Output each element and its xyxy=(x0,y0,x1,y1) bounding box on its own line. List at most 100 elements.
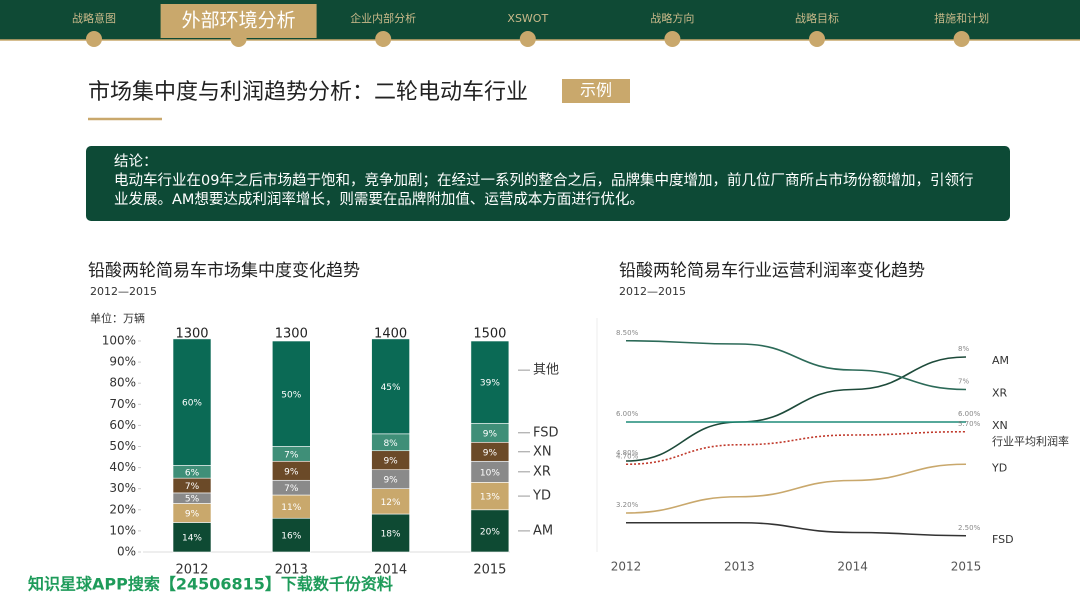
conclusion: 结论： 电动车行业在09年之后市场趋于饱和，竞争加剧；在经过一系列的整合之后，品… xyxy=(86,146,1010,221)
bar-total: 1300 xyxy=(275,327,308,342)
x-tick-label: 2015 xyxy=(951,560,982,574)
bar-value-label: 5% xyxy=(185,495,200,505)
legend-label: XN xyxy=(533,444,552,459)
y-tick-label: 60% xyxy=(109,418,136,432)
point-label: 6.00% xyxy=(958,410,981,418)
nav-item[interactable]: 措施和计划 xyxy=(934,11,989,25)
nav-item[interactable]: 战略目标 xyxy=(795,11,839,25)
nav-item-active[interactable]: 外部环境分析 xyxy=(182,10,296,32)
legend-label: FSD xyxy=(992,533,1014,546)
badge: 示例 xyxy=(580,81,612,100)
bar-segment xyxy=(470,340,510,424)
bar-value-label: 11% xyxy=(281,503,301,513)
y-tick-label: 0% xyxy=(117,545,136,559)
point-label: 7% xyxy=(958,378,969,386)
bar-value-label: 50% xyxy=(281,390,301,400)
y-tick-label: 80% xyxy=(109,376,136,390)
watermark: 知识星球APP搜索【24506815】下载数千份资料 xyxy=(28,575,393,594)
point-label: 4.80% xyxy=(616,449,639,457)
y-tick-label: 20% xyxy=(109,502,136,516)
bar-value-label: 9% xyxy=(284,467,299,477)
legend-label: XR xyxy=(533,464,551,479)
bar-segment xyxy=(371,338,410,435)
bar-value-label: 14% xyxy=(182,534,202,544)
nav-dot xyxy=(375,31,392,47)
bar-value-label: 9% xyxy=(383,476,398,486)
y-tick-label: 90% xyxy=(109,355,136,369)
chart-title: 铅酸两轮简易车市场集中度变化趋势 xyxy=(88,261,360,281)
point-label: 4.70% xyxy=(616,452,639,460)
point-label: 8.50% xyxy=(616,329,639,337)
legend-label: XR xyxy=(992,387,1008,400)
bar-value-label: 60% xyxy=(182,399,202,409)
chart-subtitle: 2012—2015 xyxy=(619,285,686,298)
y-tick-label: 70% xyxy=(109,397,136,411)
bar-segment xyxy=(371,513,410,553)
chart-title: 铅酸两轮简易车行业运营利润率变化趋势 xyxy=(619,261,925,281)
conclusion-label: 结论： xyxy=(114,154,158,170)
conclusion-text: 电动车行业在09年之后市场趋于饱和，竞争加剧；在经过一系列的整合之后，品牌集中度… xyxy=(114,173,974,208)
bar-value-label: 13% xyxy=(480,493,500,503)
legend-label: AM xyxy=(992,354,1009,367)
y-tick-label: 40% xyxy=(109,460,136,474)
series-line xyxy=(626,521,967,537)
series-line xyxy=(625,463,967,514)
y-tick-label: 30% xyxy=(109,481,136,495)
series-line xyxy=(625,339,967,391)
nav-item[interactable]: 战略意图 xyxy=(72,11,116,25)
nav-dot xyxy=(519,31,536,47)
bar-value-label: 9% xyxy=(483,429,498,439)
point-label: 2.50% xyxy=(958,524,981,532)
bar-value-label: 6% xyxy=(185,468,200,478)
series-line xyxy=(625,430,967,466)
legend-label: FSD xyxy=(533,425,559,440)
bar-segment xyxy=(371,488,410,515)
y-tick-label: 100% xyxy=(102,334,136,348)
x-tick-label: 2013 xyxy=(724,560,755,574)
bar-value-label: 16% xyxy=(281,532,301,542)
point-label: 6.00% xyxy=(616,410,639,418)
nav-dot xyxy=(664,31,681,47)
bar-segment xyxy=(271,517,311,553)
nav-dot xyxy=(86,31,102,47)
bar-segment xyxy=(172,338,212,466)
bar-value-label: 8% xyxy=(383,439,398,449)
legend-label: 行业平均利润率 xyxy=(992,434,1069,448)
x-tick-label: 2014 xyxy=(837,560,868,574)
nav-item[interactable]: 战略方向 xyxy=(650,11,694,25)
x-tick-label: 2014 xyxy=(374,563,407,578)
bar-value-label: 20% xyxy=(480,527,500,537)
nav-dot xyxy=(809,31,825,47)
legend-label: 其他 xyxy=(533,363,559,378)
bar-value-label: 7% xyxy=(284,450,299,460)
bar-value-label: 9% xyxy=(483,448,498,458)
x-tick-label: 2015 xyxy=(473,563,506,578)
bar-total: 1400 xyxy=(374,327,407,342)
y-tick-label: 10% xyxy=(109,523,136,537)
bar-segment xyxy=(172,522,212,553)
badge-box xyxy=(562,79,630,103)
legend-label: AM xyxy=(533,523,553,538)
bar-segment xyxy=(470,482,510,511)
nav-dot xyxy=(953,31,970,47)
nav-item[interactable]: 企业内部分析 xyxy=(350,11,416,25)
point-label: 3.20% xyxy=(616,501,639,509)
bar-segment xyxy=(470,509,510,553)
bar-value-label: 7% xyxy=(284,484,299,494)
point-label: 8% xyxy=(958,345,969,353)
bar-value-label: 10% xyxy=(480,468,500,478)
bar-value-label: 45% xyxy=(381,383,401,393)
y-tick-label: 50% xyxy=(109,439,136,453)
legend-label: XN xyxy=(992,419,1008,432)
point-label: 5.70% xyxy=(958,420,981,428)
x-tick-label: 2012 xyxy=(611,560,642,574)
bar-value-label: 9% xyxy=(383,457,398,467)
bar-value-label: 7% xyxy=(185,482,200,492)
x-tick-label: 2012 xyxy=(175,563,208,578)
nav-item[interactable]: XSWOT xyxy=(507,12,548,25)
unit-label: 单位：万辆 xyxy=(90,311,145,325)
bar-value-label: 39% xyxy=(480,379,500,389)
legend-label: YD xyxy=(532,489,551,504)
